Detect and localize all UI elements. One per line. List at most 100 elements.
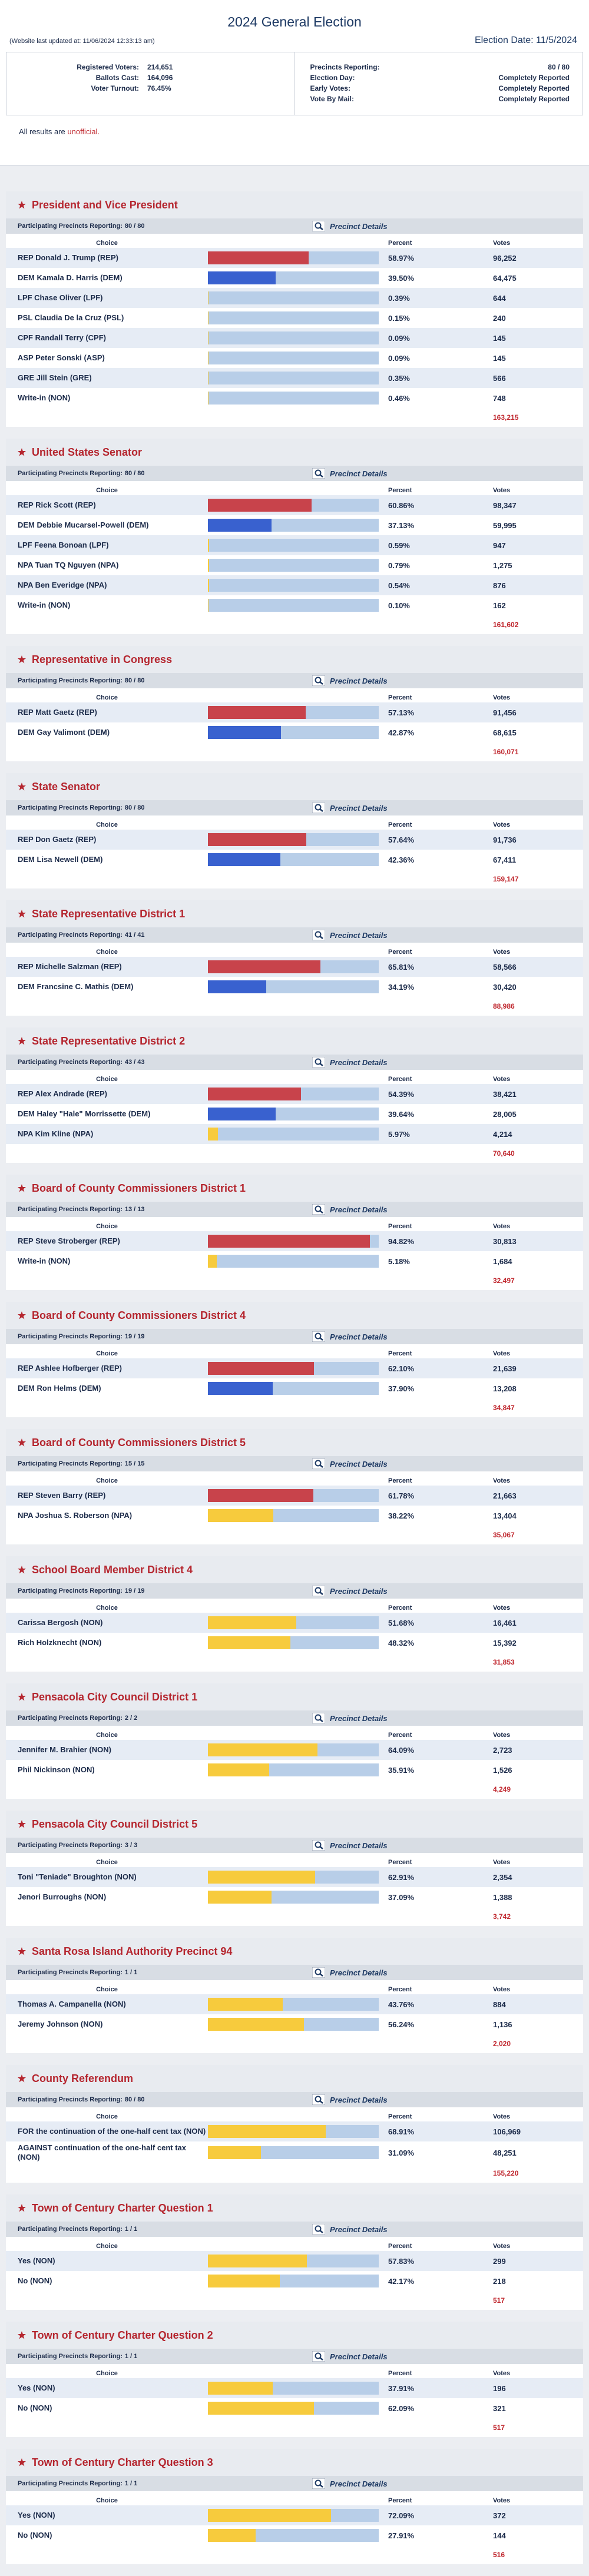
precinct-details-link[interactable]: Precinct Details (312, 1057, 388, 1067)
magnifier-icon (312, 803, 325, 813)
precinct-details-text: Precinct Details (330, 1587, 388, 1596)
precinct-details-link[interactable]: Precinct Details (312, 2351, 388, 2362)
bar-track (208, 1871, 379, 1884)
precincts-value: 41 / 41 (125, 931, 145, 939)
star-icon (18, 1947, 26, 1955)
bar (208, 539, 209, 552)
race-title-text: State Representative District 1 (32, 908, 185, 920)
candidate-name: No (NON) (6, 2275, 208, 2287)
magnifier-icon (312, 2351, 325, 2362)
precinct-details-text: Precinct Details (330, 2225, 388, 2234)
candidate-name: Write-in (NON) (6, 599, 208, 612)
bar (208, 1382, 273, 1395)
bar-track (208, 2146, 379, 2159)
total-votes: 155,220 (493, 2169, 518, 2177)
precincts-label: Participating Precincts Reporting: (18, 1842, 123, 1849)
candidate-name: DEM Kamala D. Harris (DEM) (6, 271, 208, 284)
percent: 68.91% (388, 2127, 493, 2136)
total-votes: 516 (493, 2551, 505, 2559)
candidate-row: Rich Holzknecht (NON)48.32%15,392 (6, 1633, 583, 1653)
candidate-row: Toni "Teniade" Broughton (NON)62.91%2,35… (6, 1867, 583, 1887)
precinct-details-link[interactable]: Precinct Details (312, 468, 388, 479)
votes: 144 (493, 2531, 575, 2540)
precincts-value: 19 / 19 (125, 1587, 145, 1594)
precinct-details-link[interactable]: Precinct Details (312, 803, 388, 813)
percent: 0.09% (388, 334, 493, 343)
precinct-details-link[interactable]: Precinct Details (312, 2224, 388, 2234)
race-title-text: Town of Century Charter Question 1 (32, 2202, 213, 2214)
bar (208, 706, 306, 719)
candidate-name: ASP Peter Sonski (ASP) (6, 352, 208, 364)
votes: 91,736 (493, 836, 575, 844)
votes: 64,475 (493, 274, 575, 283)
bar-track (208, 1128, 379, 1141)
precinct-details-link[interactable]: Precinct Details (312, 675, 388, 686)
total-votes: 32,497 (493, 1277, 515, 1285)
precinct-details-link[interactable]: Precinct Details (312, 1840, 388, 1851)
votes: 91,456 (493, 708, 575, 717)
candidate-name: DEM Lisa Newell (DEM) (6, 853, 208, 866)
bar-track (208, 853, 379, 866)
bar-track (208, 1763, 379, 1776)
percent: 57.64% (388, 836, 493, 844)
col-votes: Votes (493, 2370, 510, 2377)
precinct-details-link[interactable]: Precinct Details (312, 1331, 388, 1342)
candidate-row: REP Michelle Salzman (REP)65.81%58,566 (6, 957, 583, 977)
candidate-row: NPA Joshua S. Roberson (NPA)38.22%13,404 (6, 1506, 583, 1526)
candidate-name: Jennifer M. Brahier (NON) (6, 1743, 208, 1756)
precinct-details-link[interactable]: Precinct Details (312, 930, 388, 940)
race-title-text: Pensacola City Council District 5 (32, 1818, 197, 1831)
col-votes: Votes (493, 2113, 510, 2120)
votes: 16,461 (493, 1619, 575, 1627)
bar (208, 1616, 296, 1629)
election-date: Election Date: 11/5/2024 (475, 35, 577, 46)
precinct-details-link[interactable]: Precinct Details (312, 1458, 388, 1469)
precinct-details-text: Precinct Details (330, 1841, 388, 1850)
precinct-details-link[interactable]: Precinct Details (312, 2478, 388, 2489)
col-choice: Choice (6, 1223, 208, 1230)
total-row: 31,853 (6, 1653, 583, 1672)
precincts-label: Participating Precincts Reporting: (18, 2480, 123, 2487)
percent: 62.91% (388, 1873, 493, 1882)
precinct-details-link[interactable]: Precinct Details (312, 221, 388, 231)
percent: 37.13% (388, 521, 493, 530)
total-votes: 88,986 (493, 1002, 515, 1010)
candidate-row: Write-in (NON)5.18%1,684 (6, 1251, 583, 1271)
race: Board of County Commissioners District 4… (6, 1302, 583, 1417)
bar-track (208, 251, 379, 264)
stat-label: Voter Turnout: (6, 84, 139, 92)
star-icon (18, 1566, 26, 1574)
precincts-row: Participating Precincts Reporting:41 / 4… (6, 927, 583, 943)
precincts-label: Participating Precincts Reporting: (18, 2226, 123, 2233)
bar-track (208, 2402, 379, 2415)
precincts-row: Participating Precincts Reporting:19 / 1… (6, 1583, 583, 1599)
precincts-label: Participating Precincts Reporting: (18, 1587, 123, 1594)
candidate-name: NPA Ben Everidge (NPA) (6, 579, 208, 592)
race: Pensacola City Council District 5 Partici… (6, 1811, 583, 1926)
precinct-details-link[interactable]: Precinct Details (312, 1204, 388, 1215)
precinct-details-link[interactable]: Precinct Details (312, 1713, 388, 1723)
votes: 28,005 (493, 1110, 575, 1119)
precinct-details-link[interactable]: Precinct Details (312, 1967, 388, 1978)
precincts-label: Participating Precincts Reporting: (18, 1333, 123, 1340)
precinct-details-link[interactable]: Precinct Details (312, 1586, 388, 1596)
candidate-name: Carissa Bergosh (NON) (6, 1616, 208, 1629)
votes: 1,275 (493, 561, 575, 570)
precinct-details-link[interactable]: Precinct Details (312, 2094, 388, 2105)
candidate-name: LPF Chase Oliver (LPF) (6, 291, 208, 304)
bar (208, 833, 306, 846)
precincts-label: Participating Precincts Reporting: (18, 1460, 123, 1467)
stat-value: Completely Reported (498, 95, 570, 103)
col-percent: Percent (388, 949, 493, 956)
total-row: 155,220 (6, 2164, 583, 2183)
candidate-row: AGAINST continuation of the one-half cen… (6, 2141, 583, 2164)
bar (208, 559, 209, 572)
bar (208, 1108, 276, 1120)
percent: 0.79% (388, 561, 493, 570)
